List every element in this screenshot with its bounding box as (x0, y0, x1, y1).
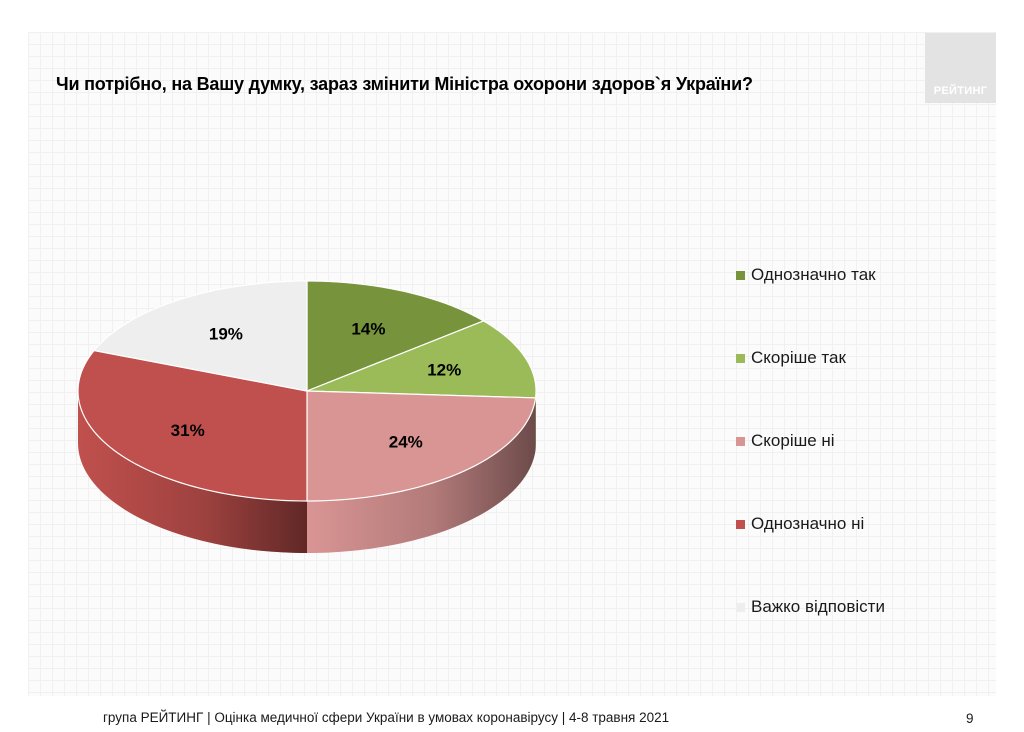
legend-item-скоріше-так: Скоріше так (736, 347, 885, 369)
pie-sides (78, 391, 536, 553)
legend-label: Скоріше ні (751, 431, 835, 450)
legend-swatch (736, 519, 745, 529)
pie-slice-скоріше-так (306, 320, 537, 399)
pie-slice-однозначно-ні (77, 349, 308, 502)
legend-swatch (736, 602, 745, 612)
legend-swatch (736, 436, 745, 446)
legend-item-однозначно-ні: Однозначно ні (736, 513, 885, 535)
legend-label: Однозначно ні (751, 514, 865, 533)
legend-swatch (736, 353, 745, 363)
legend-item-скоріше-ні: Скоріше ні (736, 430, 885, 452)
pie-side-скоріше-ні-shade (307, 397, 536, 553)
data-label-важко-відповісти: 19% (209, 325, 243, 344)
chart-title: Чи потрібно, на Вашу думку, зараз змінит… (56, 74, 753, 94)
pie-slices (77, 280, 537, 502)
legend-item-важко-відповісти: Важко відповісти (736, 596, 885, 618)
data-label-скоріше-так: 12% (427, 361, 461, 380)
legend-label: Скоріше так (751, 348, 846, 367)
data-label-однозначно-так: 14% (351, 319, 385, 338)
pie-side-однозначно-ні-shade (78, 391, 307, 553)
legend-swatch (736, 270, 745, 280)
pie-slice-важко-відповісти (92, 280, 308, 392)
pie-slice-скоріше-ні (306, 390, 537, 502)
pie-slice-однозначно-так (306, 280, 485, 392)
page-number: 9 (966, 711, 974, 726)
legend-label: Важко відповісти (751, 597, 885, 616)
pie-data-labels: 14% 12% 24% 31% 19% (171, 319, 462, 451)
legend-label: Однозначно так (751, 265, 876, 284)
data-label-скоріше-ні: 24% (389, 433, 423, 452)
footer-text: група РЕЙТИНГ | Оцінка медичної сфери Ук… (103, 710, 670, 725)
rating-logo: РЕЙТИНГ (925, 33, 996, 103)
data-label-однозначно-ні: 31% (171, 421, 205, 440)
legend-item-однозначно-так: Однозначно так (736, 264, 885, 286)
logo-text: РЕЙТИНГ (933, 85, 988, 97)
chart-legend: Однозначно так Скоріше так Скоріше ні Одноз… (736, 264, 885, 679)
